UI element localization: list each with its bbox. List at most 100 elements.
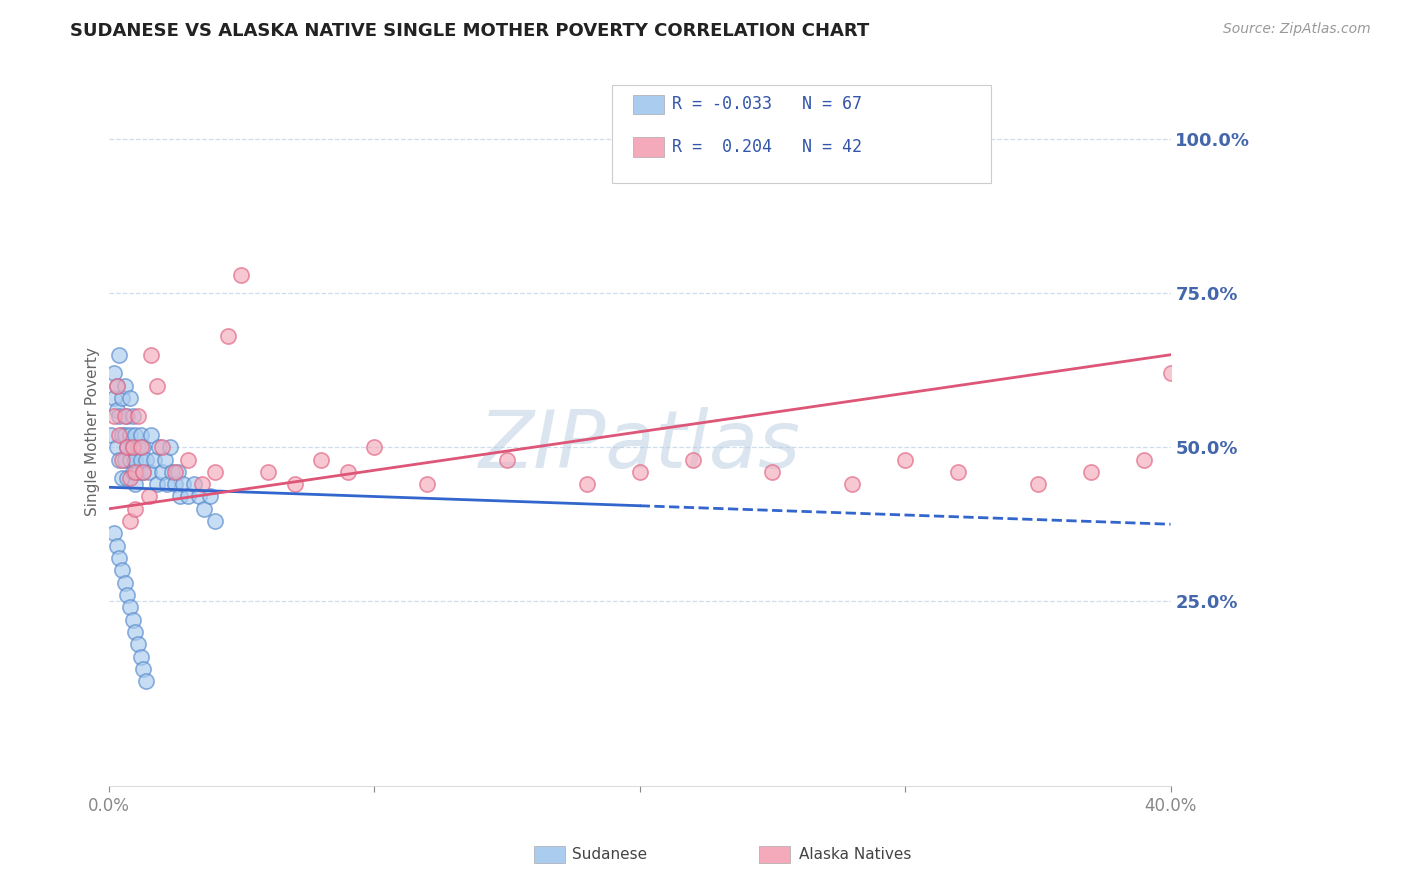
Point <box>135 674 157 689</box>
Point <box>153 452 176 467</box>
Point <box>103 366 125 380</box>
Point <box>111 564 134 578</box>
Point <box>121 465 143 479</box>
Point <box>108 409 131 424</box>
Point <box>156 477 179 491</box>
Point <box>127 440 149 454</box>
Point <box>117 588 139 602</box>
Point <box>145 477 167 491</box>
Point <box>118 471 141 485</box>
Point <box>193 501 215 516</box>
Point <box>169 490 191 504</box>
Point <box>111 452 134 467</box>
Point <box>177 452 200 467</box>
Point <box>138 490 160 504</box>
Point <box>150 440 173 454</box>
Point <box>108 551 131 566</box>
Text: R = -0.033   N = 67: R = -0.033 N = 67 <box>672 95 862 113</box>
Point <box>118 428 141 442</box>
Point <box>166 465 188 479</box>
Y-axis label: Single Mother Poverty: Single Mother Poverty <box>86 347 100 516</box>
Point <box>114 378 136 392</box>
Point <box>124 625 146 640</box>
Text: SUDANESE VS ALASKA NATIVE SINGLE MOTHER POVERTY CORRELATION CHART: SUDANESE VS ALASKA NATIVE SINGLE MOTHER … <box>70 22 869 40</box>
Point <box>108 452 131 467</box>
Point <box>284 477 307 491</box>
Point <box>118 452 141 467</box>
Point <box>148 440 170 454</box>
Point <box>105 403 128 417</box>
Point <box>1160 366 1182 380</box>
Point <box>103 526 125 541</box>
Point <box>204 465 226 479</box>
Point <box>142 452 165 467</box>
Point <box>103 391 125 405</box>
Point <box>118 514 141 528</box>
Point <box>118 600 141 615</box>
Point <box>217 329 239 343</box>
Text: Alaska Natives: Alaska Natives <box>799 847 911 862</box>
Point <box>188 490 211 504</box>
Point <box>132 662 155 676</box>
Point <box>114 575 136 590</box>
Point <box>138 465 160 479</box>
Text: R =  0.204   N = 42: R = 0.204 N = 42 <box>672 138 862 156</box>
Point <box>124 428 146 442</box>
Point <box>946 465 969 479</box>
Point <box>132 440 155 454</box>
Text: Sudanese: Sudanese <box>572 847 647 862</box>
Point <box>165 465 187 479</box>
Point <box>145 378 167 392</box>
Point <box>496 452 519 467</box>
Text: Source: ZipAtlas.com: Source: ZipAtlas.com <box>1223 22 1371 37</box>
Point <box>114 409 136 424</box>
Point <box>165 477 187 491</box>
Point <box>118 391 141 405</box>
Point <box>1080 465 1102 479</box>
Point <box>111 391 134 405</box>
Point <box>135 452 157 467</box>
Point <box>894 452 917 467</box>
Point <box>190 477 212 491</box>
Point <box>761 465 783 479</box>
Point <box>159 440 181 454</box>
Point <box>1026 477 1049 491</box>
Point <box>1133 452 1156 467</box>
Point <box>841 477 863 491</box>
Point <box>121 613 143 627</box>
Point <box>257 465 280 479</box>
Point <box>111 428 134 442</box>
Point <box>177 490 200 504</box>
Point <box>114 428 136 442</box>
Point <box>114 452 136 467</box>
Point <box>105 539 128 553</box>
Point <box>108 348 131 362</box>
Point <box>141 428 163 442</box>
Point <box>121 440 143 454</box>
Point <box>127 637 149 651</box>
Point <box>231 268 253 282</box>
Point <box>628 465 651 479</box>
Point <box>575 477 598 491</box>
Point <box>117 409 139 424</box>
Point <box>121 440 143 454</box>
Point <box>150 465 173 479</box>
Point <box>162 465 184 479</box>
Point <box>105 440 128 454</box>
Point <box>336 465 359 479</box>
Point <box>204 514 226 528</box>
Point <box>172 477 194 491</box>
Point <box>183 477 205 491</box>
Point <box>124 501 146 516</box>
Point <box>124 477 146 491</box>
Point <box>124 452 146 467</box>
Point <box>103 409 125 424</box>
Point <box>141 348 163 362</box>
Point <box>129 452 152 467</box>
Point <box>198 490 221 504</box>
Point <box>416 477 439 491</box>
Point <box>363 440 385 454</box>
Text: ZIPatlas: ZIPatlas <box>478 407 801 485</box>
Point <box>309 452 332 467</box>
Point <box>132 465 155 479</box>
